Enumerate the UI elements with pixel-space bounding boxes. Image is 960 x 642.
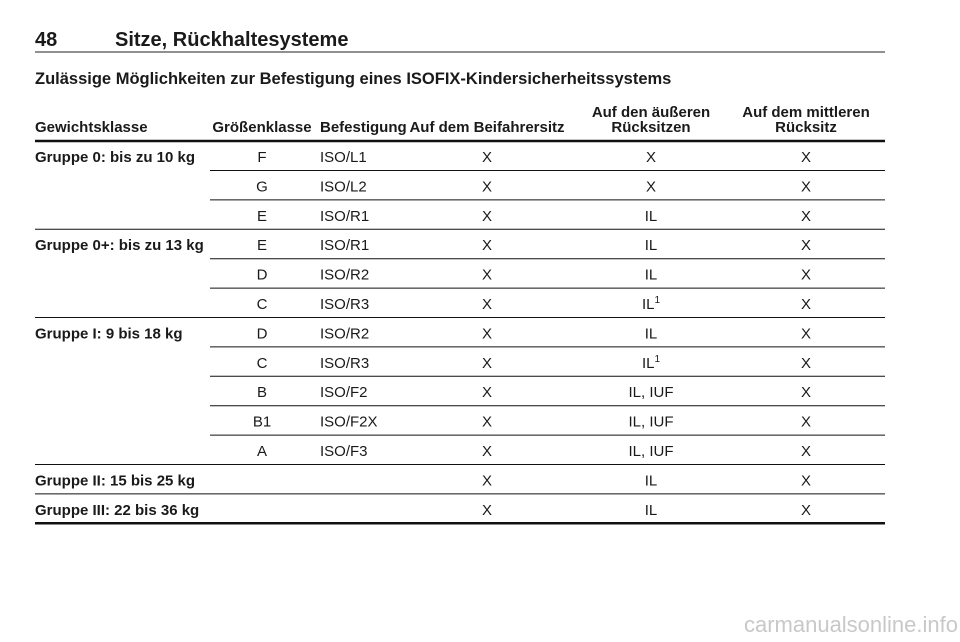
cell: E <box>257 208 267 225</box>
cell: ISO/R1 <box>320 237 369 254</box>
column-header: Gewichtsklasse <box>35 119 148 136</box>
column-header: Rücksitz <box>775 119 837 136</box>
cell: IL <box>645 237 658 254</box>
group-label: Gruppe I: 9 bis 18 kg <box>35 325 183 342</box>
footnote-mark: 1 <box>654 295 660 306</box>
cell: C <box>257 296 268 313</box>
section-title: Sitze, Rückhaltesysteme <box>115 29 348 51</box>
cell: ISO/F2 <box>320 384 368 401</box>
cell: ISO/F3 <box>320 443 368 460</box>
cell: X <box>801 384 811 401</box>
column-header: Größenklasse <box>212 119 311 136</box>
column-header: Auf den äußeren <box>592 104 710 121</box>
page-number: 48 <box>35 29 57 51</box>
cell: X <box>482 149 492 166</box>
cell: X <box>646 149 656 166</box>
cell: X <box>801 325 811 342</box>
cell: B1 <box>253 414 271 431</box>
cell: ISO/R1 <box>320 208 369 225</box>
cell: IL, IUF <box>628 384 673 401</box>
subtitle: Zulässige Möglichkeiten zur Befestigung … <box>35 70 671 88</box>
cell: X <box>482 267 492 284</box>
cell: A <box>257 443 267 460</box>
cell: ISO/L2 <box>320 178 367 195</box>
cell: G <box>256 178 268 195</box>
cell: IL, IUF <box>628 414 673 431</box>
group-label: Gruppe 0+: bis zu 13 kg <box>35 237 204 254</box>
column-header: Rücksitzen <box>611 119 690 136</box>
cell: IL <box>645 267 658 284</box>
cell: IL <box>645 502 658 519</box>
cell: ISO/R3 <box>320 355 369 372</box>
cell: X <box>801 296 811 313</box>
cell: D <box>257 267 268 284</box>
watermark: carmanualsonline.info <box>744 612 958 637</box>
group-label: Gruppe 0: bis zu 10 kg <box>35 149 195 166</box>
cell: X <box>801 472 811 489</box>
cell: ISO/L1 <box>320 149 367 166</box>
group-label: Gruppe II: 15 bis 25 kg <box>35 472 195 489</box>
cell: X <box>801 355 811 372</box>
cell: X <box>482 178 492 195</box>
column-header: Auf dem mittleren <box>742 104 870 121</box>
cell: X <box>801 237 811 254</box>
cell: X <box>801 267 811 284</box>
column-header: Auf dem Beifahrersitz <box>409 119 564 136</box>
cell: X <box>482 502 492 519</box>
cell-text: IL <box>642 296 655 313</box>
cell-text: IL <box>642 355 655 372</box>
cell: IL, IUF <box>628 443 673 460</box>
cell: IL1 <box>642 354 661 372</box>
cell: X <box>482 208 492 225</box>
cell: X <box>801 414 811 431</box>
cell: X <box>482 443 492 460</box>
cell: ISO/R2 <box>320 267 369 284</box>
cell: X <box>482 414 492 431</box>
cell: ISO/R2 <box>320 325 369 342</box>
cell: X <box>482 296 492 313</box>
cell: X <box>801 178 811 195</box>
cell: X <box>482 325 492 342</box>
cell: IL1 <box>642 295 661 313</box>
cell: X <box>482 237 492 254</box>
cell: X <box>801 502 811 519</box>
cell: X <box>482 355 492 372</box>
group-label: Gruppe III: 22 bis 36 kg <box>35 502 199 519</box>
cell: X <box>482 472 492 489</box>
cell: ISO/F2X <box>320 414 378 431</box>
cell: X <box>646 178 656 195</box>
cell: F <box>257 149 266 166</box>
column-header: Befestigung <box>320 119 407 136</box>
cell: B <box>257 384 267 401</box>
cell: X <box>801 208 811 225</box>
cell: X <box>801 443 811 460</box>
footnote-mark: 1 <box>654 354 660 365</box>
cell: IL <box>645 472 658 489</box>
cell: IL <box>645 325 658 342</box>
cell: X <box>801 149 811 166</box>
cell: D <box>257 325 268 342</box>
cell: X <box>482 384 492 401</box>
cell: ISO/R3 <box>320 296 369 313</box>
cell: E <box>257 237 267 254</box>
cell: IL <box>645 208 658 225</box>
cell: C <box>257 355 268 372</box>
